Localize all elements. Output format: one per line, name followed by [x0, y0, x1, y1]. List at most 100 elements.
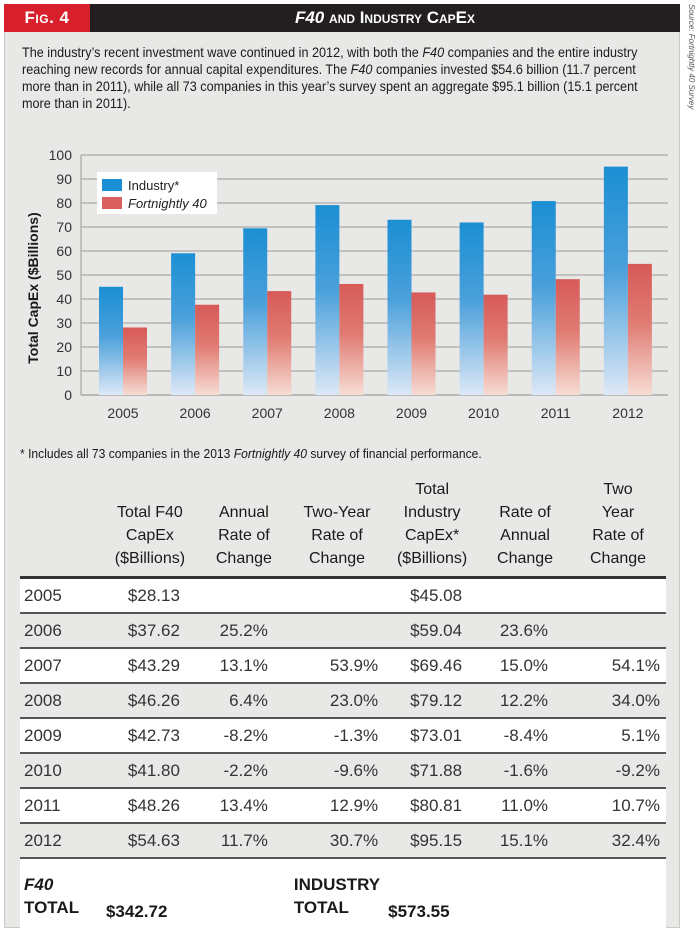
intro-italic: F40 — [350, 62, 373, 77]
column-header-line: Two — [603, 481, 633, 498]
table-row: 2012 $54.63 11.7% 30.7% $95.15 15.1% 32.4% — [20, 823, 666, 859]
column-header-line: Year — [601, 504, 635, 521]
bar-f40 — [195, 304, 220, 395]
x-tick-label: 2005 — [107, 405, 138, 421]
row-year: 2012 — [20, 823, 102, 859]
table-cell — [480, 577, 571, 614]
table-cell: -1.3% — [289, 718, 385, 754]
footnote-text: survey of financial performance. — [306, 446, 482, 461]
capex-bar-chart: 0 10 20 30 40 50 60 70 80 90 100 2005 2006 2007 2008 2… — [0, 147, 700, 430]
title-f40: F40 — [294, 8, 325, 27]
table-cell: -9.2% — [570, 753, 666, 789]
intro-italic: F40 — [422, 45, 445, 60]
table-cell: $41.80 — [101, 753, 198, 789]
bar-industry — [459, 222, 484, 395]
column-header-line: Change — [497, 550, 554, 567]
x-tick-label: 2007 — [252, 405, 283, 421]
row-year: 2008 — [20, 683, 102, 719]
table-cell: 54.1% — [570, 648, 666, 684]
table-body: 2005 $28.13 $45.08 2006 $37.62 25.2% $59.04 23.… — [20, 577, 666, 933]
row-year: 2011 — [20, 788, 102, 824]
table-cell: 13.4% — [197, 788, 290, 824]
column-header-line: Change — [308, 550, 366, 567]
table-cell: 15.1% — [480, 823, 571, 859]
bar-f40 — [339, 283, 364, 395]
column-header: Rate of Annual Change — [480, 478, 571, 579]
column-header — [20, 478, 102, 579]
title-rest: and Industry CapEx — [324, 8, 476, 27]
row-year: 2007 — [20, 648, 102, 684]
footnote-text: * Includes all 73 companies in the 2013 — [20, 446, 234, 461]
source-text: Source: Fortnightly 40 Survey — [687, 4, 696, 110]
table-cell: 12.9% — [289, 788, 385, 824]
bar-f40 — [267, 291, 292, 395]
empty-cell — [570, 858, 666, 933]
column-header-line: Two-Year — [303, 504, 371, 521]
x-tick-label: 2012 — [612, 405, 643, 421]
f40-total-label-line2: TOTAL — [24, 898, 80, 917]
y-tick-label: 50 — [56, 267, 72, 283]
column-header-line: ($Billions) — [114, 550, 186, 567]
legend: Industry* Fortnightly 40 — [97, 172, 217, 214]
column-header-line: Industry — [403, 504, 461, 521]
y-axis-label: Total CapEx ($Billions) — [25, 212, 41, 363]
table-row: 2009 $42.73 -8.2% -1.3% $73.01 -8.4% 5.1% — [20, 718, 666, 754]
bar-industry — [171, 253, 196, 395]
bar-f40 — [123, 327, 147, 395]
y-tick-label: 80 — [56, 195, 72, 211]
y-tick-label: 0 — [64, 387, 72, 403]
column-header: Two Year Rate of Change — [570, 478, 666, 579]
legend-swatch-industry — [102, 179, 122, 191]
table-cell: 34.0% — [570, 683, 666, 719]
column-header-line: Change — [589, 550, 647, 567]
y-tick-label: 20 — [56, 339, 72, 355]
table-cell: 11.0% — [480, 788, 571, 824]
footnote-italic: Fortnightly 40 — [233, 446, 307, 461]
column-header-line: Rate of — [592, 527, 644, 544]
x-axis-ticks: 2005 2006 2007 2008 2009 2010 2011 2012 — [107, 405, 643, 421]
bar-f40 — [627, 263, 652, 395]
x-tick-label: 2010 — [468, 405, 499, 421]
industry-total-label: INDUSTRY TOTAL — [289, 858, 385, 933]
y-tick-label: 90 — [56, 171, 72, 187]
table-cell: -1.6% — [480, 753, 571, 789]
table-cell: 6.4% — [197, 683, 290, 719]
footnote: * Includes all 73 companies in the 2013 … — [20, 446, 482, 461]
y-tick-label: 30 — [56, 315, 72, 331]
table-cell: 32.4% — [570, 823, 666, 859]
table-cell: 5.1% — [570, 718, 666, 754]
bar-industry — [531, 201, 556, 395]
intro-text: companies invested $54.6 billion (11.7 p… — [22, 62, 638, 111]
table-row: 2008 $46.26 6.4% 23.0% $79.12 12.2% 34.0% — [20, 683, 666, 719]
industry-total-value: $573.55 — [384, 858, 481, 933]
row-year: 2006 — [20, 613, 102, 649]
x-tick-label: 2011 — [541, 405, 571, 421]
table-cell: $79.12 — [384, 683, 481, 719]
column-header: Total F40 CapEx ($Billions) — [101, 478, 198, 579]
empty-cell — [197, 858, 290, 933]
column-header-line: Total F40 — [117, 504, 183, 521]
table-cell: 53.9% — [289, 648, 385, 684]
table-cell: 25.2% — [197, 613, 290, 649]
bar-f40 — [483, 294, 508, 395]
table-cell: $48.26 — [101, 788, 198, 824]
table-cell — [570, 613, 666, 649]
table-cell: $95.15 — [384, 823, 481, 859]
table-header-row: Total F40 CapEx ($Billions) Annual Rate of Ch… — [20, 478, 666, 579]
figure-header: Fig. 4 F40 and Industry CapEx — [4, 4, 680, 32]
intro-paragraph: The industry’s recent investment wave co… — [22, 44, 662, 112]
x-tick-label: 2009 — [396, 405, 427, 421]
column-header-line: Change — [215, 550, 272, 567]
table-cell: 12.2% — [480, 683, 571, 719]
table-row: 2006 $37.62 25.2% $59.04 23.6% — [20, 613, 666, 649]
table-cell: -2.2% — [197, 753, 290, 789]
table-cell: $46.26 — [101, 683, 198, 719]
column-header-line: ($Billions) — [396, 550, 468, 567]
column-header-line: CapEx — [125, 527, 174, 544]
table-cell: $42.73 — [101, 718, 198, 754]
y-tick-label: 10 — [56, 363, 72, 379]
table-cell: 15.0% — [480, 648, 571, 684]
row-year: 2010 — [20, 753, 102, 789]
bar-industry — [387, 219, 412, 395]
